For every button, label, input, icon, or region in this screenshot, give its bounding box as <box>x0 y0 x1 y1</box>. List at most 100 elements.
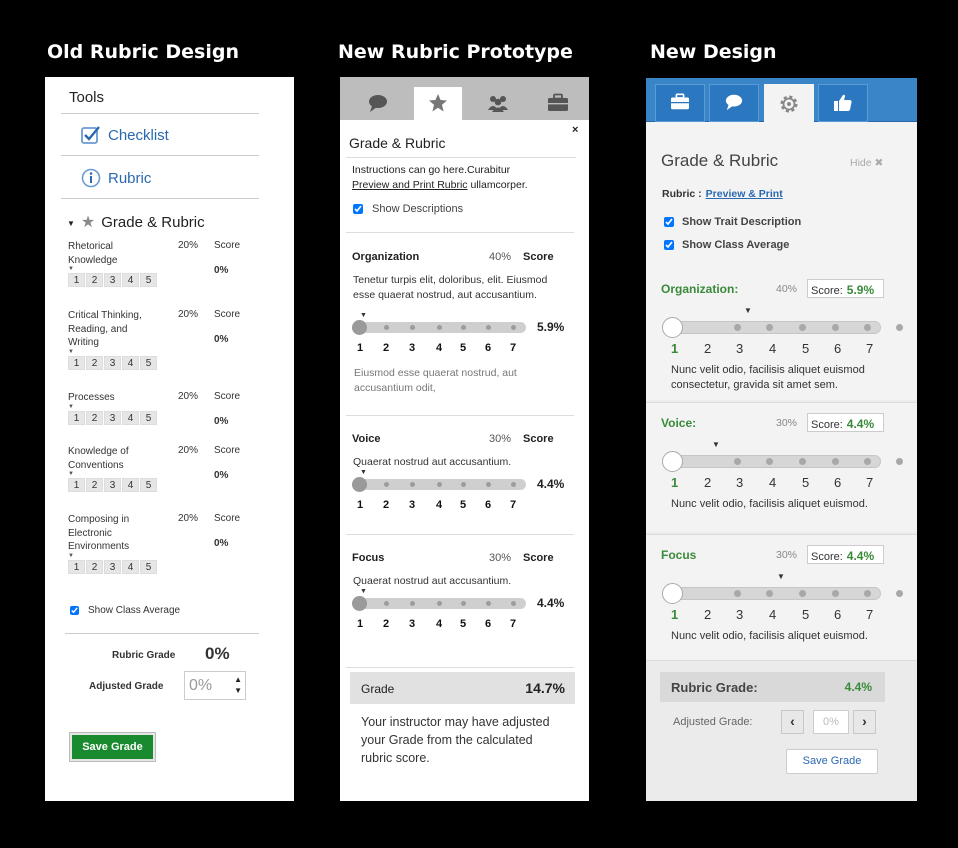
slider-step-dot <box>384 601 389 606</box>
tab-rubric[interactable] <box>414 87 462 120</box>
scale-label: 3 <box>736 607 744 622</box>
slider-step-dot <box>799 458 806 465</box>
increment-button[interactable]: › <box>853 710 876 734</box>
level-option[interactable]: 3 <box>104 478 121 492</box>
level-option[interactable]: 5 <box>140 410 157 425</box>
panel-title: Grade & Rubric <box>349 135 446 151</box>
tab-portfolio[interactable] <box>534 87 582 120</box>
slider-step-dot <box>461 482 466 487</box>
level-option[interactable]: 3 <box>104 273 121 287</box>
show-trait-checkbox[interactable] <box>664 217 674 228</box>
score-slider-handle[interactable] <box>662 583 683 604</box>
grade-rubric-header[interactable]: ▼ ★ Grade & Rubric <box>67 212 205 232</box>
adjusted-grade-input[interactable]: 0% <box>813 710 849 734</box>
level-option[interactable]: 1 <box>68 410 85 425</box>
show-descriptions[interactable]: Show Descriptions <box>353 203 463 215</box>
criterion-score: 0% <box>214 265 229 276</box>
criterion-weight: 40% <box>776 283 798 295</box>
level-option[interactable]: 2 <box>86 478 103 492</box>
level-option[interactable]: 1 <box>68 559 85 574</box>
level-option[interactable]: 2 <box>86 355 103 370</box>
score-slider-handle[interactable] <box>662 451 683 472</box>
tools-label: Tools <box>69 89 105 106</box>
close-icon[interactable]: × <box>572 124 579 136</box>
speech-bubble-icon <box>725 94 743 111</box>
briefcase-icon <box>548 93 568 111</box>
slider-step-dot <box>734 458 741 465</box>
level-option[interactable]: 2 <box>86 410 103 425</box>
level-option[interactable]: 4 <box>122 559 139 574</box>
scale-label: 1 <box>357 342 364 354</box>
preview-print-link[interactable]: Preview and Print Rubric <box>352 179 468 191</box>
level-option[interactable]: 4 <box>122 410 139 425</box>
score-slider-handle[interactable] <box>352 477 367 492</box>
show-descriptions-checkbox[interactable] <box>353 204 363 215</box>
level-option[interactable]: 4 <box>122 355 139 370</box>
level-option[interactable]: 2 <box>86 273 103 287</box>
criterion-score: 0% <box>214 538 229 549</box>
tab-groups[interactable] <box>474 87 522 120</box>
score-slider-handle[interactable] <box>352 320 367 335</box>
divider <box>346 667 574 668</box>
level-option[interactable]: 3 <box>104 355 121 370</box>
tab-comments[interactable] <box>354 87 402 120</box>
scale-label: 4 <box>769 475 777 490</box>
level-option[interactable]: 2 <box>86 559 103 574</box>
tab-portfolio[interactable] <box>655 84 705 122</box>
divider <box>346 415 574 416</box>
show-class-average[interactable]: Show Class Average <box>70 605 180 616</box>
scale-label: 2 <box>383 342 390 354</box>
save-grade-button[interactable]: Save Grade <box>786 749 878 774</box>
scale-label: 2 <box>704 475 712 490</box>
score-slider-handle[interactable] <box>352 596 367 611</box>
class-average-marker-icon: ▼ <box>360 588 367 595</box>
show-class-average-checkbox[interactable] <box>70 605 79 615</box>
briefcase-icon <box>671 93 689 110</box>
show-trait-description[interactable]: Show Trait Description <box>664 216 801 228</box>
level-option[interactable]: 5 <box>140 273 157 287</box>
criterion-score: 4.4% <box>537 596 565 610</box>
hide-button[interactable]: Hide ✖ <box>850 157 883 169</box>
level-option[interactable]: 5 <box>140 355 157 370</box>
level-option[interactable]: 5 <box>140 478 157 492</box>
tab-feedback[interactable] <box>818 84 868 122</box>
level-option[interactable]: 4 <box>122 478 139 492</box>
criterion: Critical Thinking, Reading, and Writing 2… <box>68 309 268 379</box>
scale-label: 4 <box>436 618 443 630</box>
score-slider-handle[interactable] <box>662 317 683 338</box>
adjusted-grade-label: Adjusted Grade: <box>673 716 753 728</box>
save-grade-button[interactable]: Save Grade <box>69 732 156 762</box>
tab-bar <box>340 77 589 120</box>
group-icon <box>488 96 508 112</box>
level-option[interactable]: 1 <box>68 355 85 370</box>
level-option[interactable]: 3 <box>104 559 121 574</box>
scale-label: 3 <box>736 475 744 490</box>
class-average-marker-icon: ▼ <box>712 440 720 449</box>
prototype-heading: New Rubric Prototype <box>338 41 573 63</box>
adjusted-grade-input[interactable]: 0% ▲ ▼ <box>184 671 246 700</box>
tab-comments[interactable] <box>709 84 759 122</box>
checklist-label: Checklist <box>108 127 169 144</box>
nav-item-rubric[interactable]: Rubric <box>61 157 259 199</box>
level-option[interactable]: 1 <box>68 478 85 492</box>
preview-print-link[interactable]: Preview & Print <box>705 188 783 200</box>
show-trait-label: Show Trait Description <box>682 216 802 228</box>
adjusted-grade-placeholder: 0% <box>189 677 213 694</box>
criterion-description: Nunc velit odio, facilisis aliquet euism… <box>671 630 868 642</box>
tab-settings[interactable] <box>764 84 814 123</box>
criterion-score: 0% <box>214 334 229 345</box>
slider-step-dot <box>864 590 871 597</box>
level-option[interactable]: 4 <box>122 273 139 287</box>
divider <box>346 157 576 158</box>
nav-item-checklist[interactable]: Checklist <box>61 114 259 156</box>
level-option[interactable]: 1 <box>68 273 85 287</box>
decrement-button[interactable]: ‹ <box>781 710 804 734</box>
scale-label: 4 <box>436 499 443 511</box>
spinner-arrows-icon[interactable]: ▲ ▼ <box>234 675 242 695</box>
level-option[interactable]: 5 <box>140 559 157 574</box>
show-class-average-checkbox[interactable] <box>664 240 674 251</box>
level-option[interactable]: 3 <box>104 410 121 425</box>
show-class-average[interactable]: Show Class Average <box>664 239 789 251</box>
rubric-label: Rubric : <box>662 188 702 200</box>
